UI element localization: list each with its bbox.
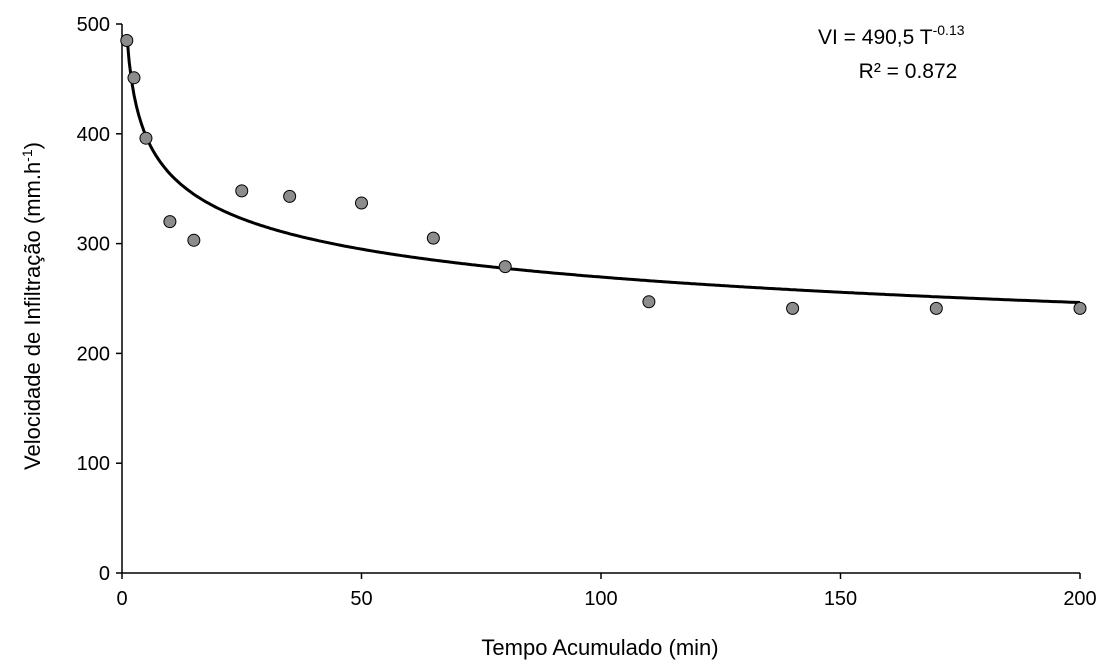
data-point — [139, 131, 153, 145]
y-tick-label: 0 — [99, 563, 110, 585]
data-point — [163, 215, 177, 229]
fit-equation-main: VI = 490,5 T — [818, 26, 933, 49]
data-point — [355, 196, 368, 210]
fit-r-squared: R² = 0.872 — [859, 60, 958, 83]
fit-layer — [125, 34, 1081, 304]
data-point — [187, 233, 201, 247]
y-tick-label: 100 — [77, 453, 110, 475]
data-point — [929, 301, 943, 315]
y-axis-title-main: Velocidade de Infiltração (mm.h — [20, 162, 45, 470]
y-tick-label: 400 — [77, 124, 110, 146]
data-point — [498, 260, 512, 274]
x-tick-label: 200 — [1063, 588, 1096, 610]
y-tick-label: 200 — [77, 343, 110, 365]
y-axis-title-close: ) — [20, 142, 45, 149]
x-tick-label: 100 — [584, 588, 617, 610]
data-point — [127, 71, 141, 85]
data-point — [1073, 301, 1087, 315]
data-point — [786, 301, 800, 315]
fit-curve — [125, 34, 1081, 304]
data-point — [642, 295, 656, 309]
y-tick-label: 500 — [77, 14, 110, 36]
fit-equation-exponent: -0.13 — [933, 22, 965, 38]
axes: 0 50 100 150 200 0 100 200 300 400 500 — [77, 14, 1097, 610]
data-point — [120, 33, 134, 47]
data-point — [426, 231, 440, 245]
fit-equation: VI = 490,5 T-0.13 — [818, 22, 965, 49]
y-tick-label: 300 — [77, 234, 110, 256]
x-axis-title: Tempo Acumulado (min) — [481, 635, 718, 660]
x-tick-label: 150 — [824, 588, 857, 610]
x-tick-label: 50 — [350, 588, 372, 610]
y-axis-title-superscript: -1 — [19, 149, 35, 162]
points-layer — [120, 33, 1087, 315]
data-point — [235, 184, 249, 198]
data-point — [283, 189, 297, 203]
y-axis-title: Velocidade de Infiltração (mm.h-1) — [19, 142, 45, 470]
x-tick-label: 0 — [116, 588, 127, 610]
